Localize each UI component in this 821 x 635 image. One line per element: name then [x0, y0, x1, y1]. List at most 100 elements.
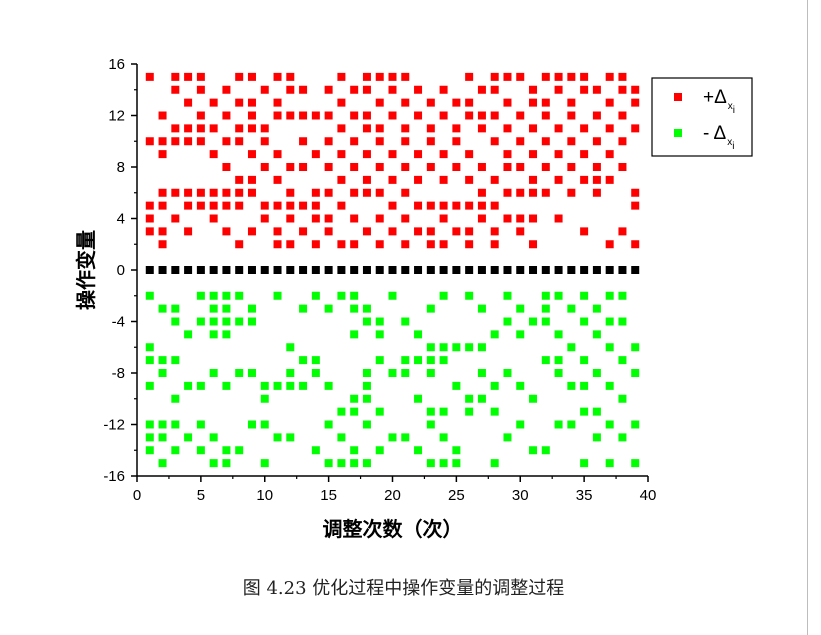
data-point	[311, 150, 320, 159]
data-point	[247, 111, 256, 120]
data-point	[350, 188, 359, 197]
data-point	[337, 240, 346, 249]
data-point	[592, 433, 601, 442]
data-point	[171, 266, 180, 274]
data-point	[158, 111, 167, 120]
data-point	[388, 111, 397, 120]
data-point	[631, 343, 640, 352]
series-positive	[145, 72, 640, 249]
data-point	[631, 266, 640, 274]
data-point	[580, 227, 589, 236]
data-point	[592, 266, 601, 274]
data-point	[618, 356, 627, 365]
data-point	[222, 111, 231, 120]
data-point	[541, 188, 550, 197]
data-point	[618, 317, 627, 326]
data-point	[171, 420, 180, 429]
data-point	[324, 137, 333, 146]
data-point	[516, 137, 525, 146]
series-negative	[145, 291, 640, 468]
data-point	[324, 381, 333, 390]
data-point	[516, 266, 525, 274]
data-point	[184, 124, 193, 133]
data-point	[196, 72, 205, 81]
data-point	[426, 98, 435, 107]
data-point	[184, 266, 193, 274]
data-point	[209, 150, 218, 159]
data-point	[529, 85, 538, 94]
data-point	[171, 304, 180, 313]
data-point	[631, 98, 640, 107]
data-point	[145, 201, 154, 210]
data-point	[618, 137, 627, 146]
data-point	[209, 214, 218, 223]
data-point	[286, 266, 295, 274]
data-point	[567, 137, 576, 146]
data-point	[311, 188, 320, 197]
data-point	[477, 369, 486, 377]
data-point	[247, 175, 256, 184]
data-point	[477, 188, 486, 197]
data-point	[452, 266, 461, 274]
data-point	[529, 98, 538, 107]
x-tick-label: 30	[512, 487, 529, 504]
data-point	[477, 304, 486, 313]
data-point	[260, 381, 269, 390]
data-point	[554, 72, 563, 81]
data-point	[247, 98, 256, 107]
data-point	[439, 459, 448, 468]
data-point	[196, 291, 205, 300]
data-point	[260, 459, 269, 468]
x-tick-label: 40	[640, 487, 657, 504]
legend-subscript-index: i	[733, 105, 735, 116]
data-point	[618, 291, 627, 300]
data-point	[222, 201, 231, 210]
data-point	[605, 150, 614, 159]
data-point	[375, 240, 384, 249]
data-point	[388, 266, 397, 274]
data-point	[158, 304, 167, 313]
data-point	[592, 175, 601, 184]
data-point	[145, 381, 154, 390]
data-point	[247, 227, 256, 236]
x-tick-label: 0	[133, 487, 141, 504]
data-point	[631, 369, 640, 377]
data-point	[196, 124, 205, 133]
data-point	[158, 201, 167, 210]
data-point	[299, 85, 308, 94]
data-point	[171, 85, 180, 94]
data-point	[541, 137, 550, 146]
y-tick-label: 16	[108, 56, 125, 73]
data-point	[235, 124, 244, 133]
data-point	[311, 446, 320, 455]
data-point	[605, 381, 614, 390]
data-point	[401, 356, 410, 365]
data-point	[554, 266, 563, 274]
data-point	[273, 175, 282, 184]
data-point	[247, 72, 256, 81]
data-point	[222, 304, 231, 313]
data-point	[414, 356, 423, 365]
data-point	[145, 227, 154, 236]
data-point	[414, 150, 423, 159]
data-point	[362, 227, 371, 236]
data-point	[222, 317, 231, 326]
data-point	[452, 201, 461, 210]
data-point	[286, 433, 295, 442]
data-point	[171, 188, 180, 197]
data-point	[350, 330, 359, 339]
data-point	[350, 446, 359, 455]
data-point	[631, 188, 640, 197]
data-point	[222, 266, 231, 274]
data-point	[196, 317, 205, 326]
data-point	[401, 98, 410, 107]
data-point	[490, 240, 499, 249]
data-point	[529, 188, 538, 197]
data-point	[426, 343, 435, 352]
data-point	[337, 175, 346, 184]
data-point	[260, 163, 269, 171]
data-point	[426, 137, 435, 146]
data-point	[350, 304, 359, 313]
data-point	[541, 356, 550, 365]
